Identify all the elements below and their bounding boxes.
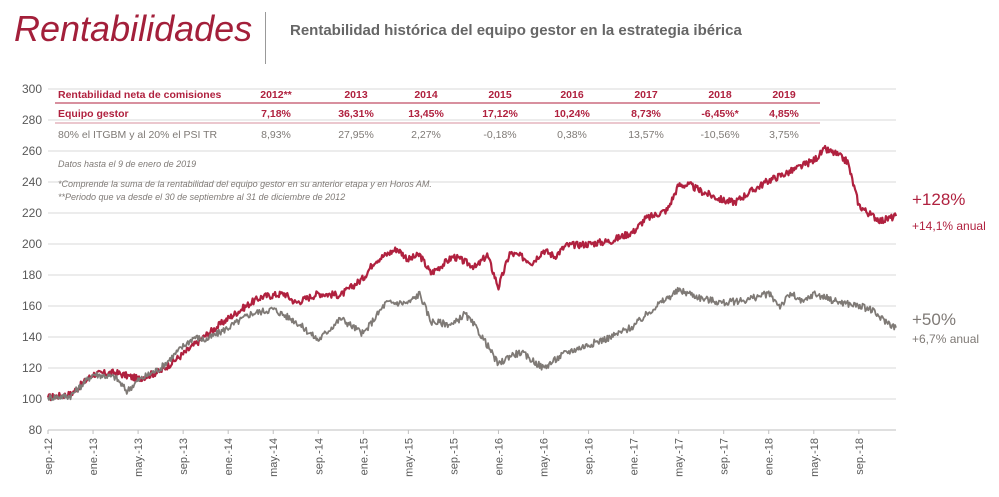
y-tick-label: 80 — [29, 423, 43, 437]
x-tick-label: sep.-13 — [178, 438, 190, 475]
x-tick-label: sep.-16 — [584, 438, 596, 475]
page-title: Rentabilidades — [14, 8, 253, 49]
x-tick-label: ene.-13 — [88, 438, 100, 475]
table-year: 2013 — [344, 89, 368, 101]
table-cell-index: -0,18% — [483, 129, 516, 141]
table-year: 2019 — [772, 89, 796, 101]
x-tick-label: sep.-18 — [854, 438, 866, 475]
y-tick-label: 100 — [22, 392, 42, 406]
table-cell-equipo: 13,45% — [408, 108, 444, 120]
y-tick-label: 160 — [22, 299, 42, 313]
x-tick-label: may.-16 — [539, 438, 551, 477]
gray-total-label: +50% — [912, 310, 956, 329]
table-cell-equipo: 36,31% — [338, 108, 374, 120]
y-tick-label: 280 — [22, 113, 42, 127]
x-tick-label: sep.-12 — [43, 438, 55, 475]
y-axis: 80 100 120 140 160 180 200 220 240 260 280 300 — [22, 82, 896, 437]
y-tick-label: 300 — [22, 82, 42, 96]
x-tick-label: ene.-17 — [629, 438, 641, 475]
x-tick-label: sep.-17 — [719, 438, 731, 475]
x-tick-label: may.-17 — [674, 438, 686, 477]
table-year: 2016 — [560, 89, 584, 101]
x-tick-label: ene.-14 — [223, 438, 235, 475]
table-year: 2014 — [414, 89, 438, 101]
table-cell-equipo: 7,18% — [261, 108, 291, 120]
x-tick-label: sep.-15 — [448, 438, 460, 475]
note-2: **Periodo que va desde el 30 de septiemb… — [58, 192, 345, 202]
table-cell-index: -10,56% — [700, 129, 739, 141]
title-divider — [265, 12, 266, 64]
row-equipo-label: Equipo gestor — [58, 108, 129, 120]
x-tick-label: may.-14 — [268, 438, 280, 477]
table-cell-equipo: 8,73% — [631, 108, 661, 120]
gray-annual-label: +6,7% anual — [912, 332, 979, 346]
table-year: 2018 — [708, 89, 732, 101]
series-index-line — [47, 286, 897, 402]
y-tick-label: 260 — [22, 144, 42, 158]
series-lines — [46, 144, 898, 402]
x-tick-label: may.-13 — [133, 438, 145, 477]
red-total-label: +128% — [912, 190, 965, 209]
y-tick-label: 180 — [22, 268, 42, 282]
returns-table: Rentabilidad neta de comisiones 2012** 20… — [55, 89, 820, 202]
x-tick-label: ene.-16 — [493, 438, 505, 475]
table-cell-index: 0,38% — [557, 129, 587, 141]
x-tick-label: sep.-14 — [313, 438, 325, 475]
table-cell-index: 8,93% — [261, 129, 291, 141]
y-tick-label: 220 — [22, 206, 42, 220]
table-cell-equipo: 17,12% — [482, 108, 518, 120]
table-cell-equipo: -6,45%* — [701, 108, 739, 120]
table-year: 2017 — [634, 89, 658, 101]
table-year: 2015 — [488, 89, 512, 101]
y-tick-label: 120 — [22, 361, 42, 375]
x-tick-label: ene.-18 — [764, 438, 776, 475]
table-header-label: Rentabilidad neta de comisiones — [58, 89, 222, 101]
x-tick-label: may.-15 — [403, 438, 415, 477]
table-year: 2012** — [260, 89, 292, 101]
table-cell-index: 13,57% — [628, 129, 664, 141]
row-index-label: 80% el ITGBM y al 20% el PSI TR — [58, 129, 218, 141]
table-cell-equipo: 4,85% — [769, 108, 799, 120]
y-tick-label: 240 — [22, 175, 42, 189]
table-cell-index: 27,95% — [338, 129, 374, 141]
table-cell-index: 2,27% — [411, 129, 441, 141]
page-subtitle: Rentabilidad histórica del equipo gestor… — [290, 22, 742, 39]
x-axis: sep.-12 ene.-13 may.-13 sep.-13 ene.-14 may.-… — [43, 430, 866, 477]
x-tick-label: ene.-15 — [358, 438, 370, 475]
note-1: *Comprende la suma de la rentabilidad de… — [58, 179, 432, 189]
table-cell-index: 3,75% — [769, 129, 799, 141]
y-tick-label: 140 — [22, 330, 42, 344]
x-tick-label: may.-18 — [809, 438, 821, 477]
series-equipo-gestor-line — [46, 144, 898, 402]
note-date: Datos hasta el 9 de enero de 2019 — [58, 159, 196, 169]
y-tick-label: 200 — [22, 237, 42, 251]
red-annual-label: +14,1% anual — [912, 219, 986, 233]
table-cell-equipo: 10,24% — [554, 108, 590, 120]
